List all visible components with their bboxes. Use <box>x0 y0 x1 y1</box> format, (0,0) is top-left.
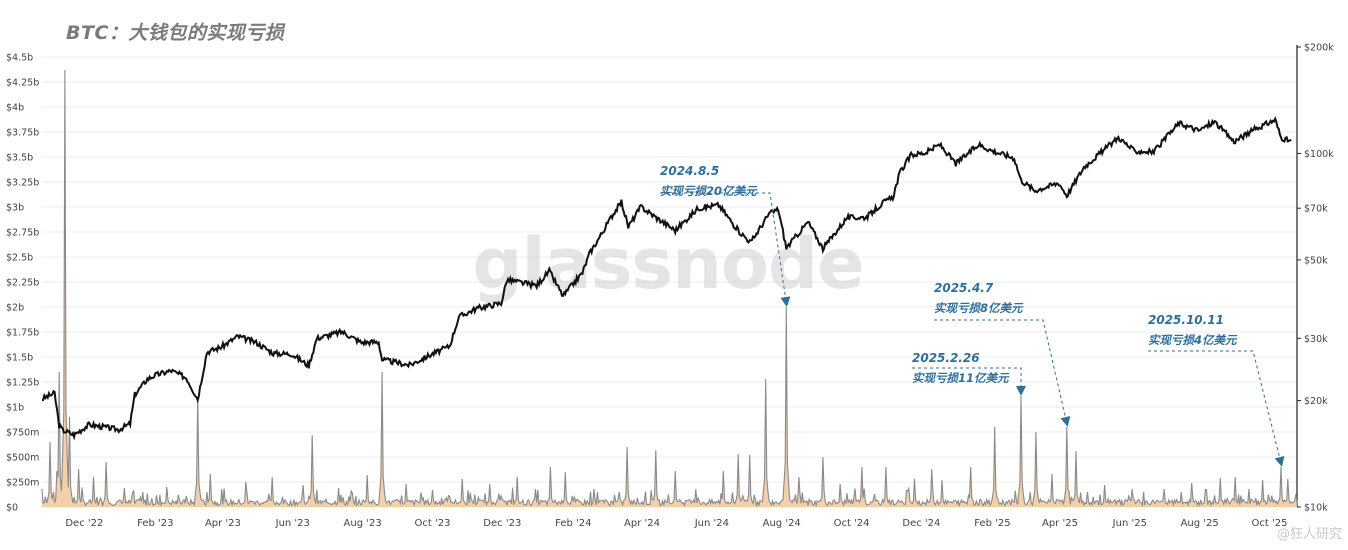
y-left-tick-label: $2.25b <box>6 278 39 289</box>
btc-price-line <box>41 115 1292 441</box>
y-left-tick-label: $750m <box>6 428 39 439</box>
y-left-tick-label: $3.25b <box>6 178 39 189</box>
x-tick-label: Dec '24 <box>902 518 940 529</box>
x-tick-label: Feb '23 <box>137 518 173 529</box>
realized-loss-line <box>41 69 1298 508</box>
chart-title: BTC：大钱包的实现亏损 <box>66 22 285 44</box>
y-left-tick-label: $1.25b <box>6 378 39 389</box>
annotation-text: 实现亏损20亿美元 <box>660 184 758 198</box>
x-tick-label: Apr '23 <box>205 518 241 529</box>
y-left-tick-label: $250m <box>6 478 39 489</box>
y-left-tick-label: $3b <box>6 203 24 214</box>
y-left-tick-label: $2.75b <box>6 228 39 239</box>
y-right-tick-label: $10k <box>1304 503 1328 514</box>
x-tick-label: Aug '25 <box>1181 518 1219 529</box>
y-right-tick-label: $70k <box>1304 204 1328 215</box>
y-right-tick-label: $100k <box>1304 149 1334 160</box>
x-tick-label: Aug '23 <box>344 518 382 529</box>
y-left-tick-label: $4.25b <box>6 78 39 89</box>
x-tick-label: Jun '24 <box>694 518 729 529</box>
y-left-tick-label: $0 <box>6 503 18 514</box>
x-tick-label: Apr '25 <box>1042 518 1078 529</box>
annotation-date: 2025.10.11 <box>1148 313 1224 327</box>
glassnode-watermark: glassnode <box>472 223 863 305</box>
y-right-tick-label: $200k <box>1304 43 1334 54</box>
x-tick-label: Aug '24 <box>763 518 801 529</box>
y-left-tick-label: $4b <box>6 103 24 114</box>
annotation-date: 2024.8.5 <box>660 164 719 178</box>
y-left-tick-label: $1b <box>6 403 24 414</box>
annotation-leader <box>934 319 1071 427</box>
y-left-tick-label: $2b <box>6 303 24 314</box>
y-left-tick-label: $500m <box>6 453 39 464</box>
y-left-tick-label: $4.5b <box>6 53 33 64</box>
y-left-tick-label: $1.5b <box>6 353 33 364</box>
annotation-text: 实现亏损11亿美元 <box>912 371 1010 385</box>
annotation-2024-8-5: 2024.8.5 实现亏损20亿美元 <box>660 164 791 307</box>
x-tick-label: Dec '23 <box>483 518 521 529</box>
y-left-tick-label: $3.5b <box>6 153 33 164</box>
x-tick-label: Jun '25 <box>1112 518 1147 529</box>
y-right-tick-label: $30k <box>1304 334 1328 345</box>
x-tick-label: Oct '24 <box>834 518 870 529</box>
annotation-2025-10-11: 2025.10.11 实现亏损4亿美元 <box>1148 313 1285 467</box>
x-tick-label: Dec '22 <box>65 518 103 529</box>
x-tick-label: Feb '24 <box>555 518 591 529</box>
annotation-text: 实现亏损8亿美元 <box>934 301 1024 315</box>
y-right-tick-label: $20k <box>1304 396 1328 407</box>
x-tick-label: Oct '25 <box>1252 518 1288 529</box>
y-left-tick-label: $3.75b <box>6 128 39 139</box>
annotation-2025-4-7: 2025.4.7 实现亏损8亿美元 <box>934 281 1071 427</box>
y-left-tick-label: $1.75b <box>6 328 39 339</box>
annotation-leader <box>660 192 791 307</box>
annotation-leader <box>1148 350 1285 467</box>
annotation-date: 2025.2.26 <box>912 351 980 365</box>
annotation-date: 2025.4.7 <box>934 281 994 295</box>
y-left-tick-label: $2.5b <box>6 253 33 264</box>
y-right-tick-label: $50k <box>1304 255 1328 266</box>
credit-watermark: @狂人研究 <box>1276 527 1342 542</box>
grid-group <box>42 56 1297 508</box>
x-tick-label: Apr '24 <box>624 518 660 529</box>
x-tick-label: Oct '23 <box>414 518 450 529</box>
x-tick-label: Jun '23 <box>275 518 310 529</box>
axis-group: $0 $250m $500m $750m $1b $1.25b $1.5b $1.75b $2b… <box>6 43 1334 530</box>
annotation-2025-2-26: 2025.2.26 实现亏损11亿美元 <box>912 351 1026 396</box>
x-tick-label: Feb '25 <box>974 518 1010 529</box>
annotation-text: 实现亏损4亿美元 <box>1148 333 1238 347</box>
annotation-leader <box>912 367 1026 396</box>
